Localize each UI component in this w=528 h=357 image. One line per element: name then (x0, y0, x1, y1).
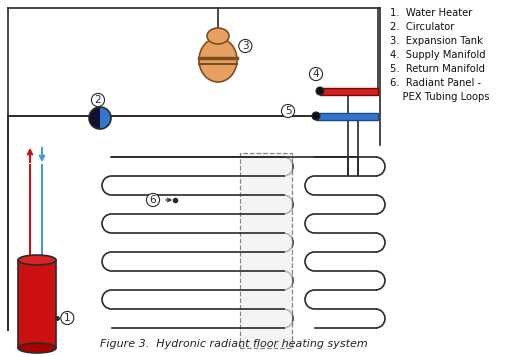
Bar (240, 153, 292, 348)
Text: 1.  Water Heater: 1. Water Heater (390, 8, 473, 18)
Text: 4.  Supply Manifold: 4. Supply Manifold (390, 50, 486, 60)
Text: PEX Tubing Loops: PEX Tubing Loops (390, 92, 489, 102)
Wedge shape (100, 107, 111, 129)
Text: Figure 3.  Hydronic radiant floor heating system: Figure 3. Hydronic radiant floor heating… (100, 339, 368, 349)
Bar (316, 113, 378, 120)
Bar (320, 88, 378, 95)
Circle shape (312, 112, 320, 120)
Ellipse shape (18, 343, 56, 353)
Ellipse shape (18, 255, 56, 265)
Text: 1: 1 (64, 313, 71, 323)
Text: 5: 5 (285, 106, 291, 116)
Text: 5.  Return Manifold: 5. Return Manifold (390, 64, 485, 74)
Wedge shape (89, 107, 100, 129)
Ellipse shape (207, 28, 229, 44)
Ellipse shape (199, 38, 237, 82)
Text: 2: 2 (95, 95, 101, 105)
Text: 6: 6 (149, 195, 156, 205)
Bar (18, 260, 56, 348)
Circle shape (316, 87, 324, 95)
Text: 3: 3 (242, 41, 249, 51)
Text: 4: 4 (313, 69, 319, 79)
Text: 3.  Expansion Tank: 3. Expansion Tank (390, 36, 483, 46)
Text: 2.  Circulator: 2. Circulator (390, 22, 455, 32)
Text: 6.  Radiant Panel -: 6. Radiant Panel - (390, 78, 481, 88)
